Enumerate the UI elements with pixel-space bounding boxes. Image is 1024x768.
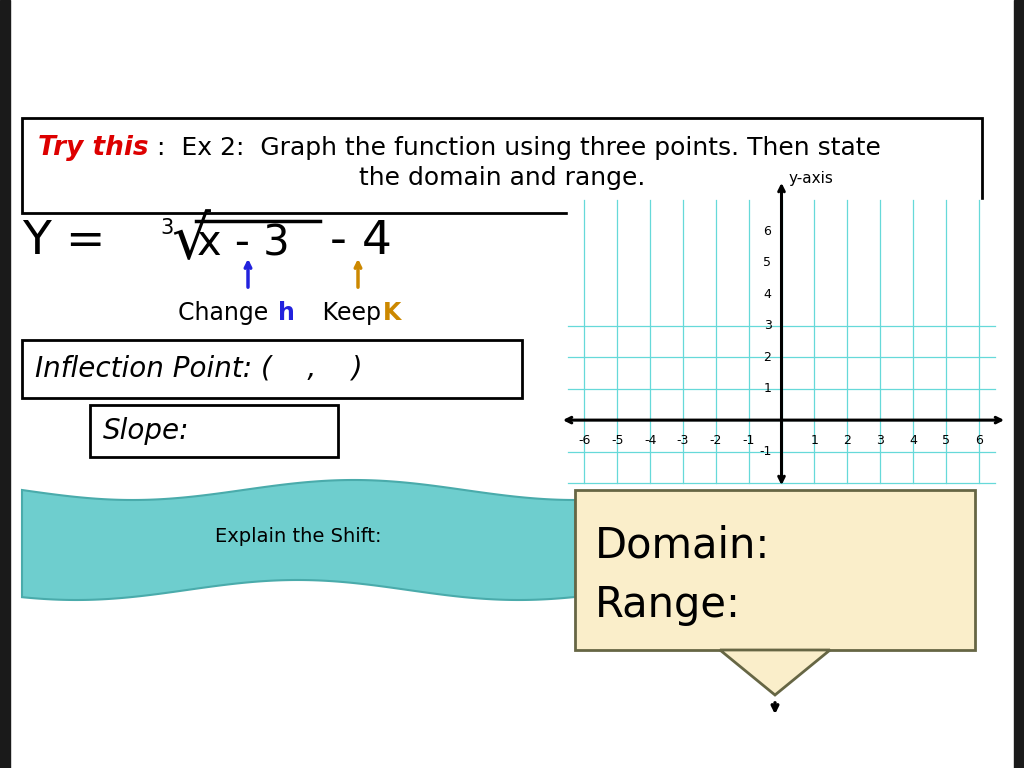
Text: Slope:: Slope: xyxy=(103,417,189,445)
Text: h: h xyxy=(278,301,295,325)
Text: - 4: - 4 xyxy=(330,220,392,264)
Text: Inflection Point: (    ,    ): Inflection Point: ( , ) xyxy=(35,355,362,383)
Text: Keep: Keep xyxy=(300,301,388,325)
FancyBboxPatch shape xyxy=(22,118,982,213)
Text: 1: 1 xyxy=(810,434,818,447)
Text: -2: -2 xyxy=(710,434,722,447)
Text: Domain:: Domain: xyxy=(595,524,770,566)
Text: 3: 3 xyxy=(160,218,173,238)
Text: 3: 3 xyxy=(877,434,884,447)
Bar xyxy=(0,0,10,768)
Text: 3: 3 xyxy=(764,319,771,333)
Text: 6: 6 xyxy=(975,434,982,447)
FancyBboxPatch shape xyxy=(22,340,522,398)
Text: the domain and range.: the domain and range. xyxy=(358,166,645,190)
Text: x-axis: x-axis xyxy=(1015,412,1024,428)
Text: Change: Change xyxy=(178,301,275,325)
Text: x - 3: x - 3 xyxy=(197,223,290,265)
Text: :  Ex 2:  Graph the function using three points. Then state: : Ex 2: Graph the function using three p… xyxy=(157,136,881,160)
Text: Y =: Y = xyxy=(22,220,121,264)
Polygon shape xyxy=(22,480,575,600)
Text: y-axis: y-axis xyxy=(788,170,834,186)
Text: 5: 5 xyxy=(764,257,771,270)
Text: Explain the Shift:: Explain the Shift: xyxy=(215,528,381,547)
Text: √: √ xyxy=(171,214,210,273)
FancyBboxPatch shape xyxy=(90,405,338,457)
Text: Range:: Range: xyxy=(595,584,741,626)
Text: 1: 1 xyxy=(764,382,771,396)
Bar xyxy=(568,200,995,483)
Text: -4: -4 xyxy=(644,434,656,447)
Text: 2: 2 xyxy=(843,434,851,447)
Text: Try this: Try this xyxy=(38,135,148,161)
Text: 4: 4 xyxy=(909,434,916,447)
Bar xyxy=(1014,0,1024,768)
Text: -1: -1 xyxy=(759,445,771,458)
Text: 5: 5 xyxy=(942,434,949,447)
Text: K: K xyxy=(383,301,401,325)
Text: -5: -5 xyxy=(611,434,624,447)
Text: 4: 4 xyxy=(764,288,771,301)
Text: -3: -3 xyxy=(677,434,689,447)
Text: -1: -1 xyxy=(742,434,755,447)
Text: -6: -6 xyxy=(579,434,591,447)
Polygon shape xyxy=(720,650,830,695)
Text: 6: 6 xyxy=(764,225,771,238)
FancyBboxPatch shape xyxy=(575,490,975,650)
Text: 2: 2 xyxy=(764,351,771,364)
